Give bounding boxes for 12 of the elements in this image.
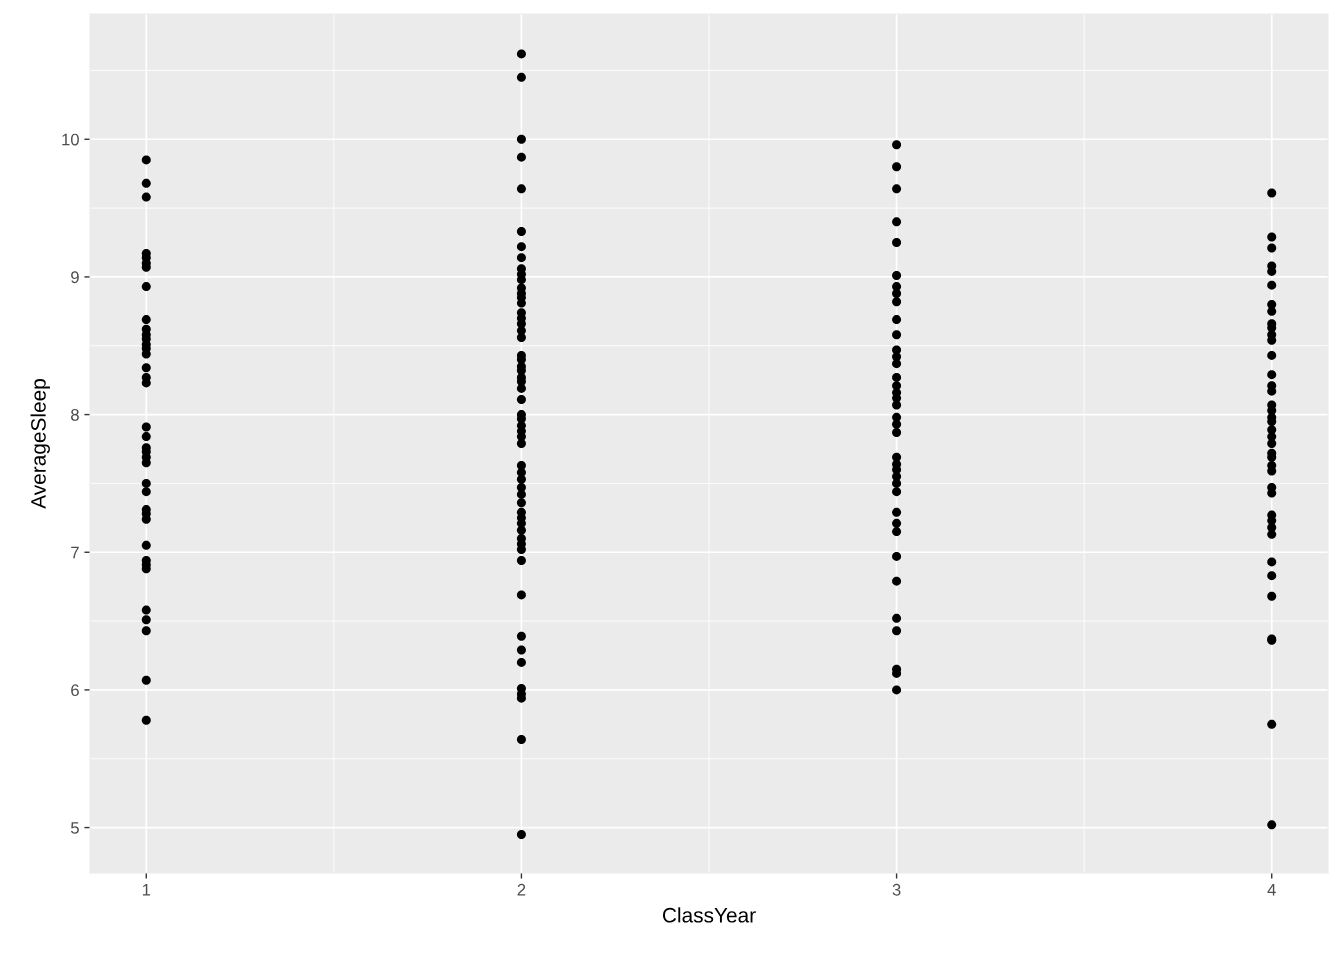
x-tick-label: 1 xyxy=(142,884,151,896)
y-tick-label: 6 xyxy=(71,684,79,697)
y-tick-label: 5 xyxy=(70,822,79,834)
y-tick-label: 7 xyxy=(71,546,79,559)
x-tick-label: 2 xyxy=(517,883,526,896)
x-tick-label: 4 xyxy=(1267,884,1276,896)
y-axis-title: AverageSleep xyxy=(30,379,50,509)
y-tick-label: 10 xyxy=(62,133,79,146)
y-tick-label: 8 xyxy=(71,408,79,421)
x-tick-label: 3 xyxy=(892,883,901,896)
y-tick-label: 9 xyxy=(71,271,79,284)
x-axis-title: ClassYear xyxy=(662,907,756,923)
